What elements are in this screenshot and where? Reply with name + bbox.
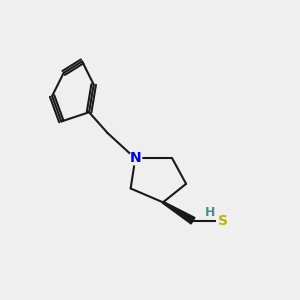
Text: S: S [218, 214, 228, 228]
Text: N: N [130, 152, 141, 165]
Text: H: H [205, 206, 215, 219]
Polygon shape [163, 202, 195, 224]
Circle shape [129, 152, 142, 165]
Circle shape [217, 214, 230, 227]
